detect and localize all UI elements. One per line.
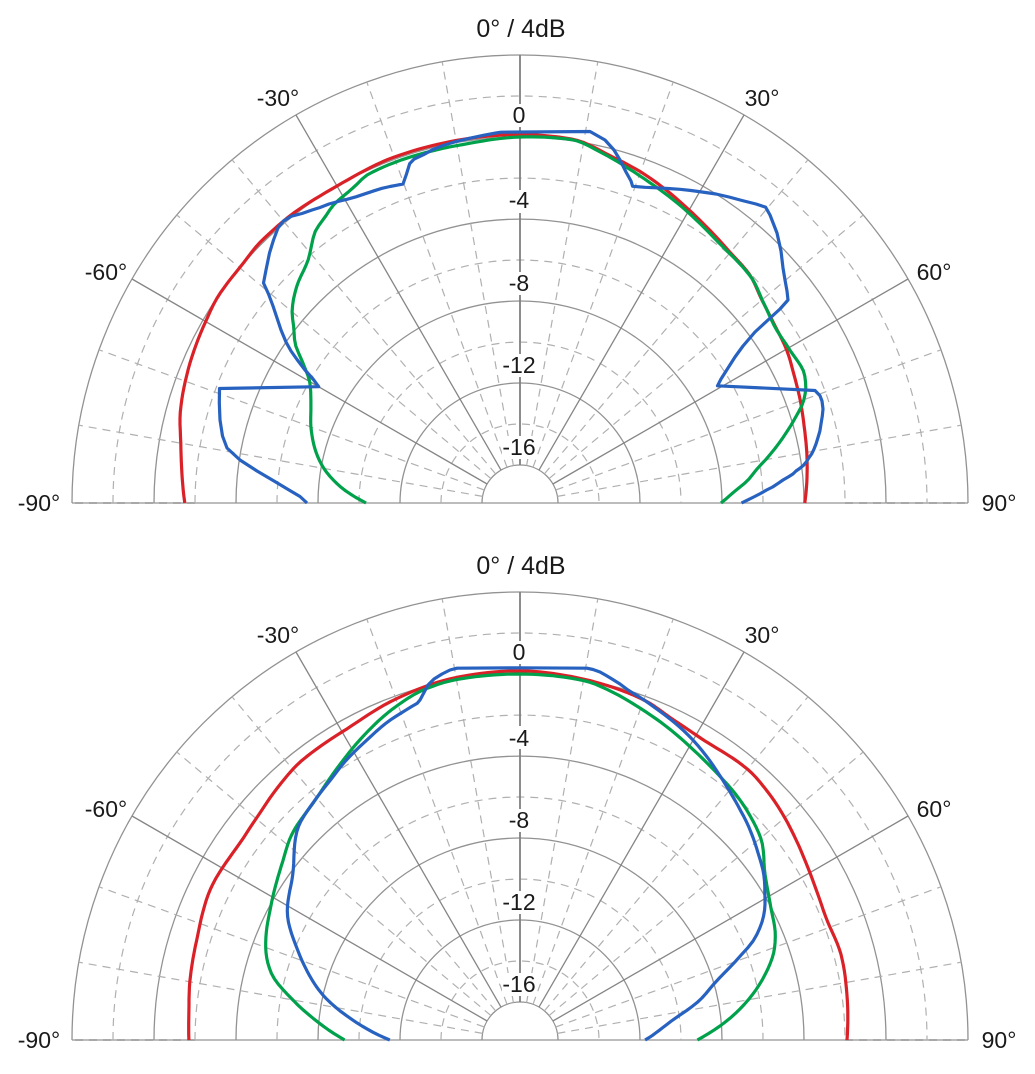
svg-text:60°: 60° [917,796,952,822]
svg-text:-8: -8 [509,270,529,296]
svg-text:30°: 30° [745,622,780,648]
svg-text:-12: -12 [502,889,535,915]
svg-text:90°: 90° [982,490,1017,516]
svg-text:-16: -16 [502,971,535,997]
svg-text:0° / 4dB: 0° / 4dB [476,552,565,580]
svg-text:0: 0 [513,639,526,665]
svg-text:30°: 30° [745,85,780,111]
svg-text:-4: -4 [509,187,530,213]
svg-text:-12: -12 [502,352,535,378]
svg-text:0: 0 [513,102,526,128]
svg-text:-4: -4 [509,725,530,751]
svg-text:-16: -16 [502,434,535,460]
svg-text:-30°: -30° [257,85,299,111]
svg-text:-90°: -90° [18,1027,60,1053]
svg-text:0° / 4dB: 0° / 4dB [476,15,565,43]
svg-text:-8: -8 [509,807,529,833]
svg-text:90°: 90° [982,1027,1017,1053]
svg-text:60°: 60° [917,259,952,285]
svg-text:-30°: -30° [257,622,299,648]
svg-text:-60°: -60° [85,796,127,822]
svg-text:-90°: -90° [18,490,60,516]
svg-text:-60°: -60° [85,259,127,285]
